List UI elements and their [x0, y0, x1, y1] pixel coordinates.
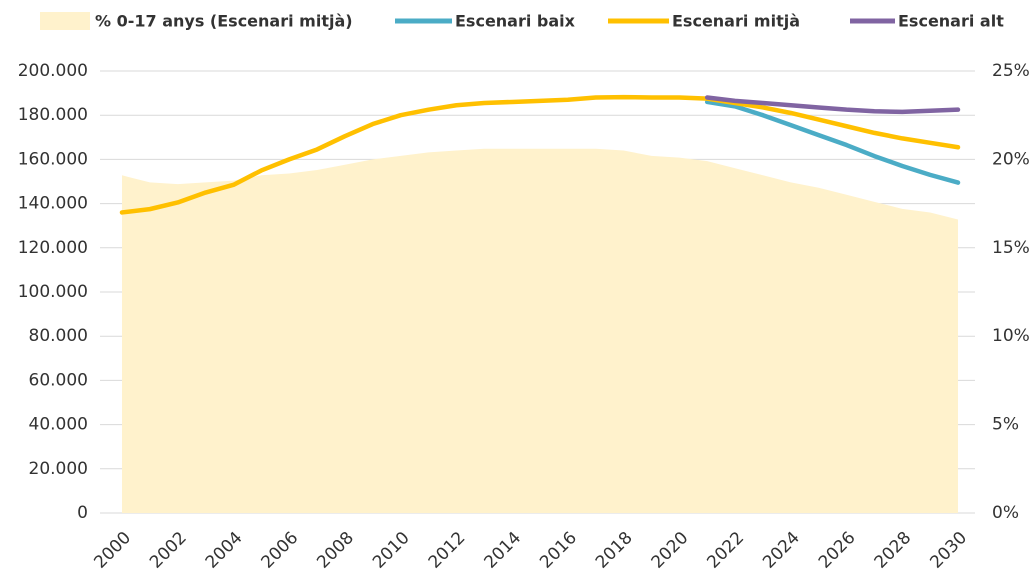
y-tick-label: 40.000	[29, 415, 88, 435]
y2-tick-label: 25%	[992, 61, 1030, 81]
x-tick-label: 2008	[313, 528, 358, 569]
x-tick-label: 2006	[258, 528, 303, 569]
x-tick-label: 2000	[90, 528, 135, 569]
line	[119, 94, 961, 215]
x-tick-label: 2022	[703, 528, 748, 569]
x-tick-label: 2030	[926, 528, 971, 569]
legend-label: Escenari mitjà	[672, 12, 800, 31]
x-tick-label: 2010	[369, 528, 414, 569]
y2-tick-label: 5%	[992, 415, 1019, 435]
y2-tick-label: 20%	[992, 149, 1030, 169]
x-tick-label: 2004	[202, 528, 247, 569]
y-tick-label: 160.000	[18, 149, 88, 169]
x-tick-label: 2012	[425, 528, 470, 569]
y2-tick-label: 15%	[992, 238, 1030, 258]
y-tick-label: 80.000	[29, 326, 88, 346]
y2-tick-label: 0%	[992, 503, 1019, 523]
x-tick-label: 2014	[480, 528, 525, 569]
line	[704, 95, 961, 115]
legend-swatch	[40, 12, 90, 30]
x-tick-label: 2028	[871, 528, 916, 569]
legend-label: % 0-17 anys (Escenari mitjà)	[95, 12, 353, 31]
y-tick-label: 180.000	[18, 105, 88, 125]
y-tick-label: 20.000	[29, 459, 88, 479]
line	[704, 99, 961, 185]
y-tick-label: 60.000	[29, 370, 88, 390]
y-tick-label: 140.000	[18, 194, 88, 214]
x-tick-label: 2018	[592, 528, 637, 569]
y-tick-label: 0	[77, 503, 88, 523]
x-tick-label: 2016	[536, 528, 581, 569]
y2-tick-label: 10%	[992, 326, 1030, 346]
legend-label: Escenari alt	[898, 12, 1004, 31]
y-tick-label: 120.000	[18, 238, 88, 258]
y-tick-label: 200.000	[18, 61, 88, 81]
x-tick-label: 2020	[648, 528, 693, 569]
y-tick-label: 100.000	[18, 282, 88, 302]
area	[122, 148, 958, 514]
x-tick-label: 2002	[146, 528, 191, 569]
x-tick-label: 2026	[815, 528, 860, 569]
legend-label: Escenari baix	[455, 12, 576, 31]
legend: % 0-17 anys (Escenari mitjà) Escenari bai…	[40, 12, 1004, 31]
x-tick-label: 2024	[759, 528, 804, 569]
